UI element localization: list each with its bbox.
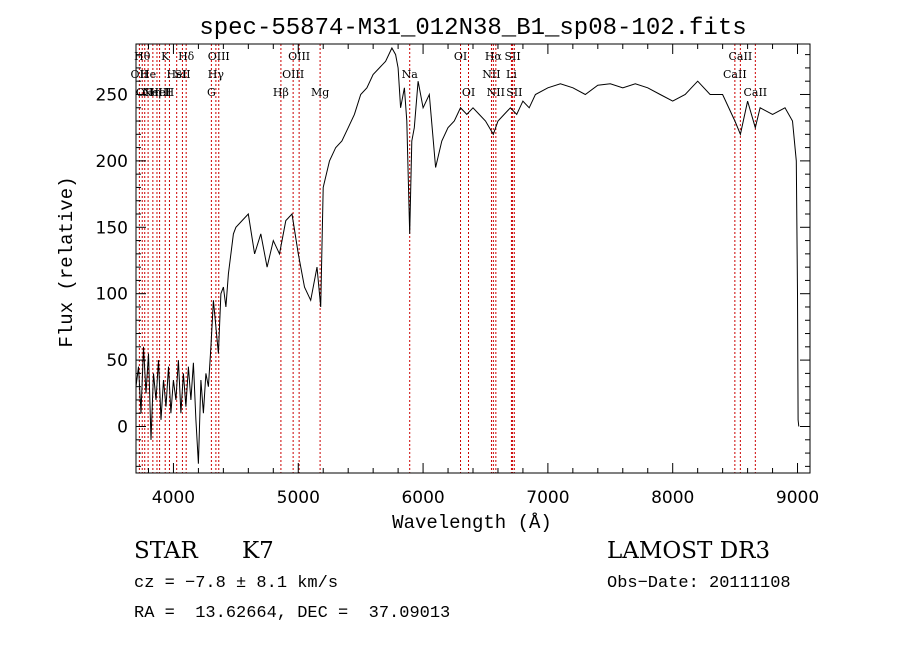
y-tick-label: 50	[106, 351, 128, 371]
spectral-line-label: CaII	[729, 50, 753, 63]
x-axis: 4000 5000 6000 7000 8000 9000	[147, 44, 819, 508]
spectral-line-label: Hθ	[134, 50, 151, 63]
spectral-line-label: OIII	[208, 50, 230, 63]
survey-name: LAMOST DR3	[607, 538, 771, 564]
y-axis: 0 50 100 150 200 250	[96, 54, 810, 467]
spectral-line-label: Hγ	[208, 68, 225, 81]
spectral-line-label: Na	[402, 68, 419, 81]
redshift-velocity: cz = −7.8 ± 8.1 km/s	[134, 574, 339, 593]
spectral-line-label: Hη	[145, 86, 161, 99]
spectral-line-labels: OIIHθOIIHeHηNeIIIHeIKHHeISIIHδGHγOIIIHβO…	[131, 50, 768, 99]
spectral-line-label: H	[165, 86, 175, 99]
spectral-line-label: Mg	[311, 86, 329, 99]
spectral-line-label: OII	[136, 86, 154, 99]
spectral-line-label: SII	[506, 86, 522, 99]
y-tick-label: 150	[96, 218, 128, 238]
chart-title: spec-55874-M31_012N38_B1_sp08-102.fits	[199, 15, 746, 42]
coordinates: RA = 13.62664, DEC = 37.09013	[134, 604, 451, 623]
x-tick-label: 5000	[277, 488, 320, 508]
x-tick-label: 6000	[401, 488, 444, 508]
y-tick-label: 200	[96, 152, 128, 172]
spectral-line-label: OII	[131, 68, 149, 81]
x-axis-label: Wavelength (Å)	[392, 512, 552, 534]
y-tick-label: 100	[96, 285, 128, 305]
spectral-line-label: SII	[174, 68, 190, 81]
spectral-line-label: CaII	[723, 68, 747, 81]
spectral-line-label: CaII	[743, 86, 767, 99]
spectral-line-label: HeI	[166, 68, 186, 81]
object-subclass: K7	[242, 538, 274, 564]
spectral-line-label: OIII	[282, 68, 304, 81]
spectral-line-label: NII	[482, 68, 500, 81]
object-class: STAR	[134, 538, 198, 564]
spectral-line-label: Hδ	[178, 50, 195, 63]
spectral-line-markers	[138, 44, 756, 473]
spectral-line-label: Li	[506, 68, 517, 81]
y-tick-label: 0	[117, 418, 128, 438]
spectral-line-label: OIII	[288, 50, 310, 63]
spectral-line-label: G	[207, 86, 216, 99]
spectral-line-label: NII	[487, 86, 505, 99]
spectral-line-label: OI	[454, 50, 467, 63]
spectral-line-label: HeI	[149, 86, 169, 99]
spectral-line-label: NeIII	[142, 86, 171, 99]
x-tick-label: 7000	[526, 488, 569, 508]
spectral-line-label: OI	[462, 86, 475, 99]
spectral-line-label: Hβ	[273, 86, 289, 99]
spectrum-line	[135, 46, 800, 464]
spectral-line-label: Hα	[485, 50, 503, 63]
spectral-line-label: K	[161, 50, 170, 63]
spectral-line-label: SII	[504, 50, 520, 63]
observation-date: Obs−Date: 20111108	[607, 574, 791, 593]
spectral-line-label: He	[140, 68, 156, 81]
x-tick-label: 8000	[651, 488, 694, 508]
x-tick-label: 9000	[776, 488, 819, 508]
y-tick-label: 250	[96, 85, 128, 105]
y-axis-label: Flux (relative)	[56, 176, 78, 347]
x-tick-label: 4000	[152, 488, 195, 508]
